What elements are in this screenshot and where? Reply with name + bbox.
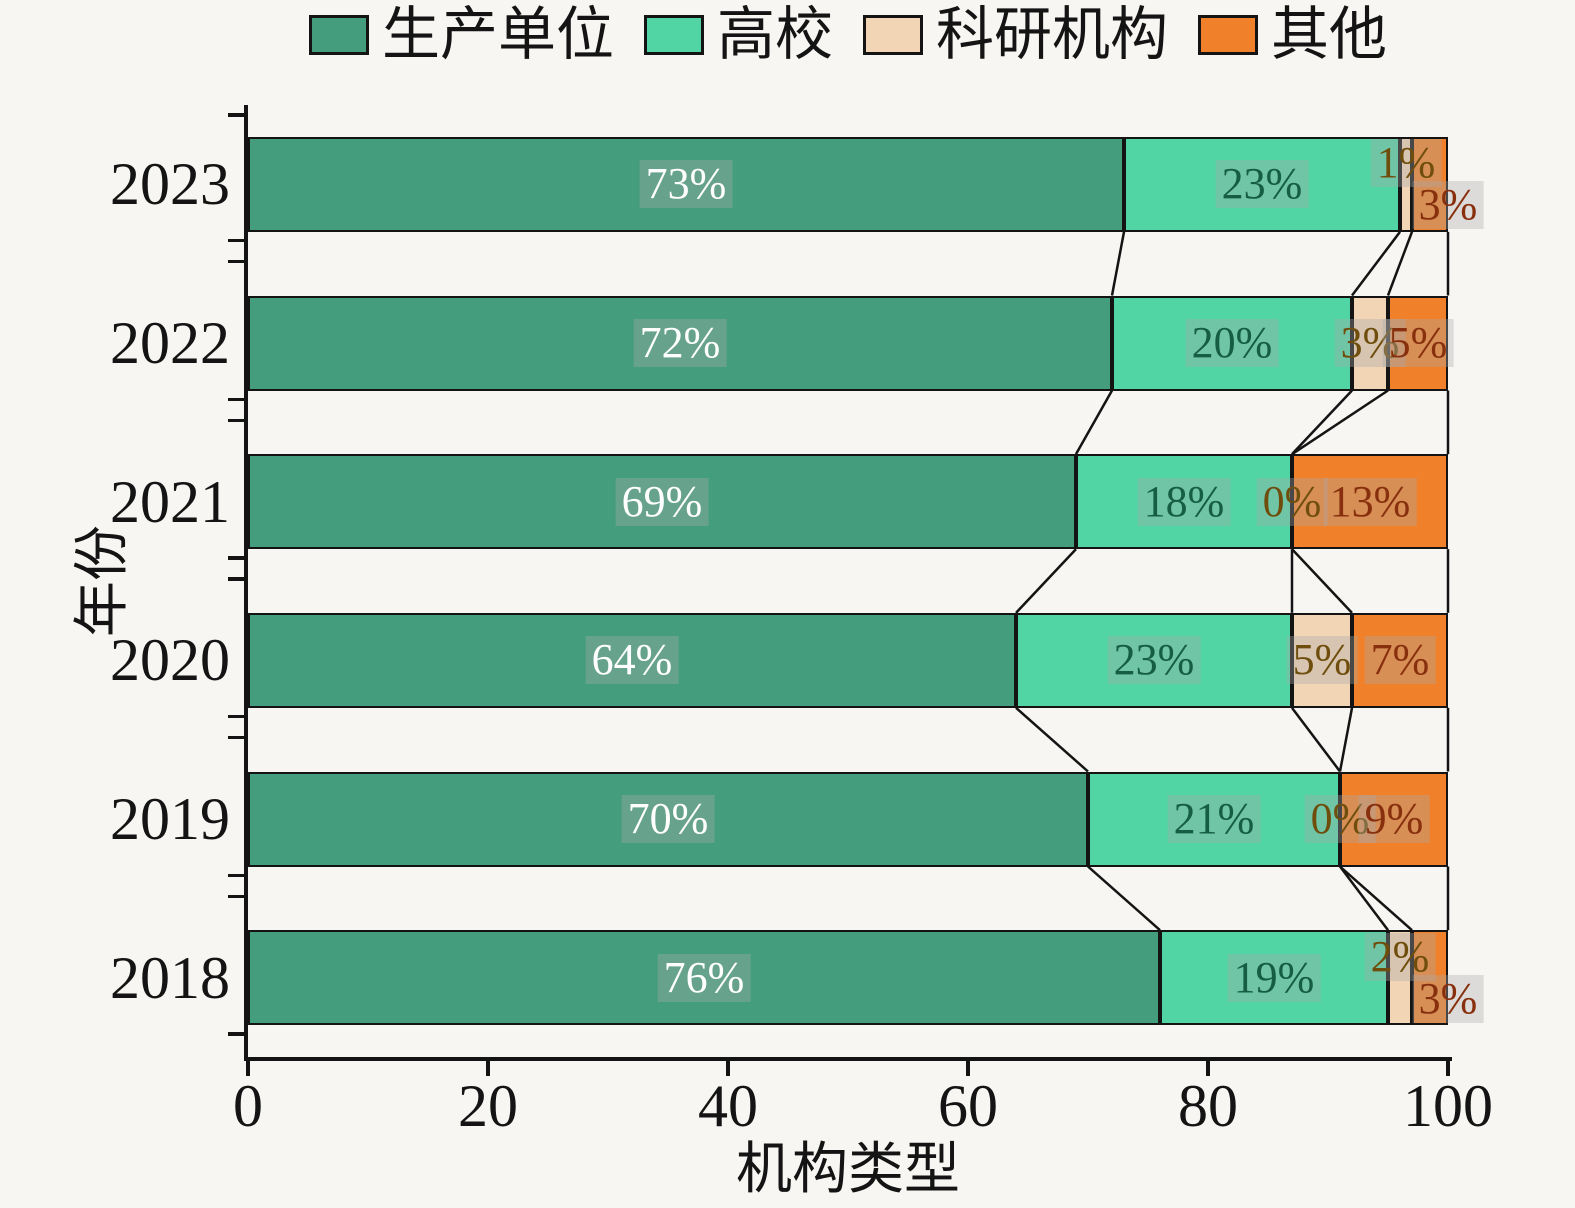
legend-swatch-icon <box>308 15 369 55</box>
bar-segment <box>1016 612 1292 708</box>
bar-segment <box>1412 136 1448 232</box>
legend-label: 科研机构 <box>936 2 1169 67</box>
bar-value-label: 13% <box>1323 477 1417 526</box>
bar-value-label: 19% <box>1227 953 1321 1002</box>
legend-item-3: 其他 <box>1198 6 1387 64</box>
bar-segment <box>248 136 1124 232</box>
x-tick-label: 40 <box>698 1073 758 1139</box>
bar-value-label: 18% <box>1137 477 1231 526</box>
bar-value-label: 0% <box>1304 795 1376 843</box>
bar-segment <box>1088 771 1340 867</box>
legend-item-1: 高校 <box>643 2 833 67</box>
bar-value-label: 21% <box>1167 795 1261 843</box>
bar-segment <box>1160 930 1388 1026</box>
bar-segment <box>248 930 1160 1026</box>
legend-item-0: 生产单位 <box>308 2 614 67</box>
y-tick-mark <box>228 735 244 740</box>
bar-value-label: 0% <box>1256 477 1328 526</box>
bar-segment <box>1400 136 1412 232</box>
y-tick-label: 2022 <box>110 310 230 376</box>
y-tick-label: 2021 <box>110 468 230 535</box>
bar-segment <box>1352 612 1448 708</box>
x-tick-mark <box>486 1061 490 1076</box>
legend-label: 其他 <box>1271 2 1388 67</box>
y-axis-spine <box>244 105 248 1061</box>
x-tick-label: 20 <box>458 1073 518 1139</box>
y-tick-mark <box>228 894 244 898</box>
y-tick-label: 2019 <box>110 786 230 852</box>
bar-segment <box>1292 454 1448 550</box>
bar-segment <box>1292 612 1352 708</box>
y-tick-label: 2018 <box>110 944 230 1011</box>
bar-value-label: 2% <box>1364 932 1436 981</box>
x-tick-label: 60 <box>938 1073 998 1139</box>
bar-segment <box>248 295 1112 391</box>
y-tick-mark <box>228 397 244 401</box>
legend-label: 生产单位 <box>381 2 614 67</box>
x-tick-label: 0 <box>233 1073 263 1139</box>
bar-segment <box>1412 930 1448 1026</box>
x-tick-label: 100 <box>1403 1073 1493 1139</box>
bar-value-label: 23% <box>1215 160 1309 209</box>
bar-value-label: 69% <box>615 477 709 526</box>
bar-segment <box>1076 454 1292 550</box>
x-tick-mark <box>246 1061 250 1076</box>
x-tick-mark <box>1446 1061 1450 1076</box>
x-tick-mark <box>966 1061 970 1076</box>
y-tick-mark <box>228 238 244 243</box>
bar-segment <box>1124 136 1400 232</box>
y-tick-mark <box>228 1032 244 1036</box>
bar-value-label: 3% <box>1412 974 1484 1023</box>
y-tick-mark <box>228 418 244 422</box>
y-tick-label: 2020 <box>110 627 230 694</box>
bar-value-label: 72% <box>633 319 727 367</box>
bar-value-label: 73% <box>639 160 733 209</box>
bar-segment <box>248 454 1076 550</box>
bar-segment <box>1340 771 1448 867</box>
bar-value-label: 5% <box>1382 319 1454 367</box>
y-tick-mark <box>228 113 244 117</box>
bar-value-label: 70% <box>621 795 715 843</box>
bar-value-label: 20% <box>1185 319 1279 367</box>
x-tick-mark <box>726 1061 730 1076</box>
y-tick-mark <box>228 259 244 264</box>
bar-segment <box>248 771 1088 867</box>
bar-segment <box>1112 295 1352 391</box>
bar-value-label: 9% <box>1358 795 1430 843</box>
legend-swatch-icon <box>863 15 923 55</box>
bar-segment <box>248 612 1016 708</box>
legend-swatch-icon <box>1198 15 1259 55</box>
x-tick-label: 80 <box>1178 1073 1238 1139</box>
legend-swatch-icon <box>643 15 704 55</box>
y-tick-label: 2023 <box>110 151 230 218</box>
bar-value-label: 76% <box>657 953 751 1002</box>
bar-value-label: 3% <box>1412 181 1484 230</box>
legend-item-2: 科研机构 <box>863 6 1168 64</box>
y-tick-mark <box>228 577 244 581</box>
x-axis-title: 机构类型 <box>736 1139 960 1201</box>
bar-segment <box>1388 930 1412 1026</box>
bar-value-label: 7% <box>1364 636 1436 685</box>
y-tick-mark <box>228 556 244 560</box>
bar-value-label: 1% <box>1370 139 1442 188</box>
bar-value-label: 23% <box>1107 636 1201 685</box>
bar-value-label: 3% <box>1334 319 1406 367</box>
bar-segment <box>1388 295 1448 391</box>
legend-label: 高校 <box>716 2 833 67</box>
y-tick-mark <box>228 873 244 877</box>
x-axis-spine <box>244 1057 1452 1061</box>
bar-value-label: 64% <box>585 636 679 685</box>
bar-value-label: 5% <box>1286 636 1358 685</box>
y-tick-mark <box>228 714 244 719</box>
legend: 生产单位 高校 科研机构 其他 <box>248 6 1448 64</box>
x-tick-mark <box>1206 1061 1210 1076</box>
